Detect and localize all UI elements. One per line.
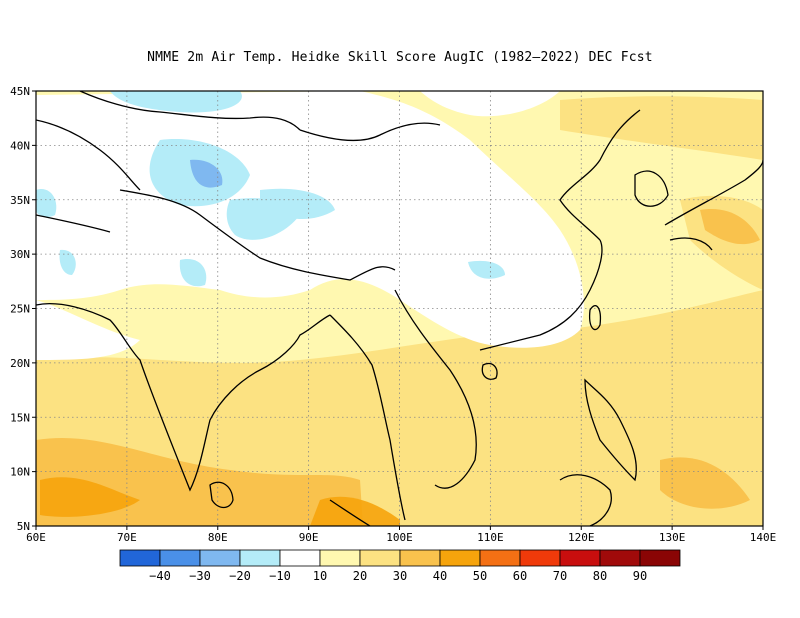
- colorbar-label: 20: [353, 569, 367, 583]
- colorbar-swatch: [519, 549, 561, 567]
- lat-tick-label: 15N: [10, 411, 30, 424]
- colorbar-swatch: [479, 549, 521, 567]
- colorbar-label: 10: [313, 569, 327, 583]
- colorbar-swatch: [359, 549, 401, 567]
- lon-tick-label: 100E: [386, 531, 413, 544]
- colorbar-label: 50: [473, 569, 487, 583]
- colorbar-swatch: [639, 549, 681, 567]
- latitude-labels: 5N 10N 15N 20N 25N 30N 35N 40N 45N: [10, 85, 36, 533]
- colorbar-swatch: [199, 549, 241, 567]
- colorbar-label: −30: [189, 569, 211, 583]
- colorbar-label: 70: [553, 569, 567, 583]
- colorbar-label: 60: [513, 569, 527, 583]
- lon-tick-label: 90E: [299, 531, 319, 544]
- lon-tick-label: 140E: [750, 531, 777, 544]
- map-title: NMME 2m Air Temp. Heidke Skill Score Aug…: [147, 50, 653, 65]
- lat-tick-label: 10N: [10, 466, 30, 479]
- colorbar-label: −20: [229, 569, 251, 583]
- lat-tick-label: 30N: [10, 248, 30, 261]
- coastlines: [36, 91, 763, 526]
- lon-tick-label: 80E: [208, 531, 228, 544]
- colorbar-label: −10: [269, 569, 291, 583]
- lon-tick-label: 70E: [117, 531, 137, 544]
- lat-tick-label: 20N: [10, 357, 30, 370]
- colorbar-label: −40: [149, 569, 171, 583]
- lon-tick-label: 130E: [659, 531, 686, 544]
- colorbar-label: 90: [633, 569, 647, 583]
- colorbar-label: 30: [393, 569, 407, 583]
- colorbar-swatch: [399, 549, 441, 567]
- lat-tick-label: 40N: [10, 139, 30, 152]
- colorbar-swatch: [239, 549, 281, 567]
- lon-tick-label: 120E: [568, 531, 595, 544]
- lat-tick-label: 45N: [10, 85, 30, 98]
- colorbar-swatch: [559, 549, 601, 567]
- colorbar-swatch: [439, 549, 481, 567]
- colorbar-swatch: [159, 549, 201, 567]
- lat-tick-label: 5N: [17, 520, 30, 533]
- longitude-labels: 60E 70E 80E 90E 100E 110E 120E 130E 140E: [26, 526, 776, 544]
- colorbar-label: 80: [593, 569, 607, 583]
- colorbar-swatch: [119, 549, 161, 567]
- colorbar-swatch: [599, 549, 641, 567]
- lon-tick-label: 60E: [26, 531, 46, 544]
- colorbar-label: 40: [433, 569, 447, 583]
- lon-tick-label: 110E: [477, 531, 504, 544]
- colorbar-labels: −40 −30 −20 −10 10 20 30 40 50 60 70 80 90: [149, 569, 647, 583]
- lat-tick-label: 25N: [10, 303, 30, 316]
- colorbar-swatch: [319, 549, 361, 567]
- lat-tick-label: 35N: [10, 194, 30, 207]
- colorbar: [119, 549, 681, 567]
- colorbar-swatch: [279, 549, 321, 567]
- graticule: [36, 91, 763, 526]
